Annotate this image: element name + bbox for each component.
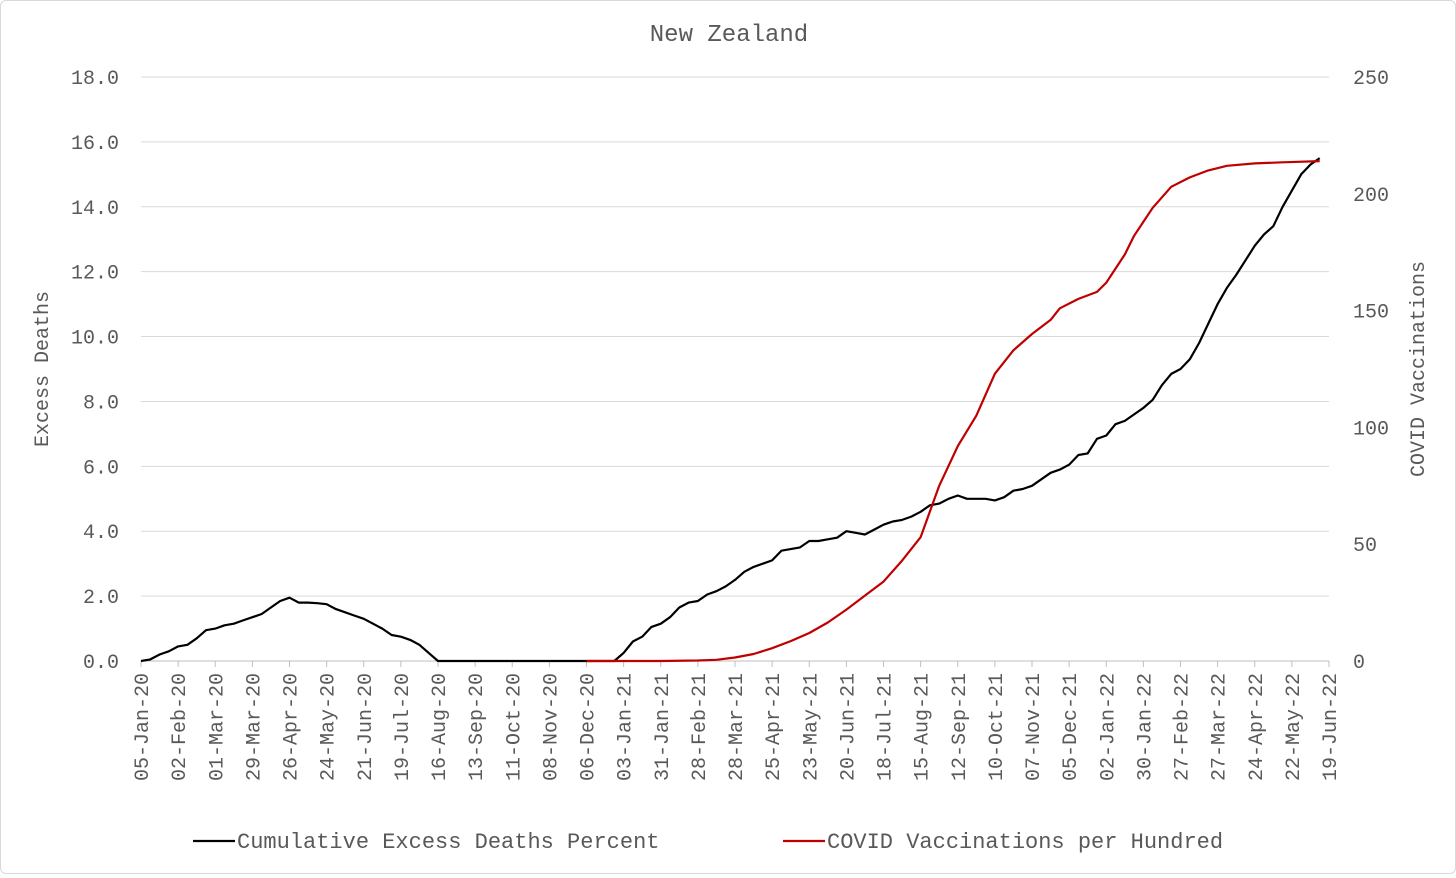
x-tick-label: 05-Jan-20 (132, 673, 155, 781)
x-tick-label: 05-Dec-21 (1060, 673, 1083, 781)
y2-tick-label: 150 (1353, 302, 1389, 325)
x-tick-label: 27-Feb-22 (1172, 673, 1195, 781)
vaccinations-line (586, 160, 1320, 663)
y-tick-label: 12.0 (71, 263, 119, 286)
y2-tick-label: 100 (1353, 418, 1389, 441)
y2-axis-label: COVID Vaccinations (1408, 261, 1431, 477)
x-tick-label: 19-Jun-22 (1320, 673, 1343, 781)
x-tick-label: 06-Dec-20 (578, 673, 601, 781)
x-tick-label: 15-Aug-21 (912, 673, 935, 781)
x-tick-label: 02-Feb-20 (169, 673, 192, 781)
x-tick-label: 23-May-21 (800, 673, 823, 781)
y-tick-label: 14.0 (71, 198, 119, 221)
x-tick-label: 01-Mar-20 (206, 673, 229, 781)
x-tick-label: 22-May-22 (1283, 673, 1306, 781)
y2-tick-label: 250 (1353, 68, 1389, 91)
x-tick-label: 12-Sep-21 (949, 673, 972, 781)
y-tick-label: 10.0 (71, 328, 119, 351)
legend-label: Cumulative Excess Deaths Percent (237, 830, 659, 855)
x-tick-label: 11-Oct-20 (503, 673, 526, 781)
x-tick-label: 21-Jun-20 (355, 673, 378, 781)
y2-tick-label: 50 (1353, 535, 1377, 558)
y-tick-label: 6.0 (83, 457, 119, 480)
x-tick-label: 18-Jul-21 (875, 673, 898, 781)
y-tick-label: 16.0 (71, 133, 119, 156)
x-tick-label: 30-Jan-22 (1134, 673, 1157, 781)
legend-label: COVID Vaccinations per Hundred (827, 830, 1223, 855)
chart-title: New Zealand (650, 22, 808, 49)
x-tick-label: 28-Mar-21 (726, 673, 749, 781)
x-tick-label: 08-Nov-20 (540, 673, 563, 781)
x-tick-label: 16-Aug-20 (429, 673, 452, 781)
x-tick-label: 31-Jan-21 (652, 673, 675, 781)
y-axis-label: Excess Deaths (32, 291, 55, 447)
x-tick-label: 02-Jan-22 (1097, 673, 1120, 781)
x-tick-label: 25-Apr-21 (763, 673, 786, 781)
axes: 0.0 2.0 4.0 6.0 8.0 10.0 12.0 14.0 16.0 18.0 0 50 10… (71, 68, 1389, 781)
x-tick-label: 03-Jan-21 (615, 673, 638, 781)
x-tick-label: 07-Nov-21 (1023, 673, 1046, 781)
x-tick-label: 13-Sep-20 (466, 673, 489, 781)
y-tick-label: 8.0 (83, 392, 119, 415)
x-tick-label: 24-Apr-22 (1246, 673, 1269, 781)
gridlines (141, 76, 1329, 597)
y2-tick-label: 0 (1353, 652, 1365, 675)
x-tick-label: 26-Apr-20 (281, 673, 304, 781)
legend: Cumulative Excess Deaths Percent COVID Va… (193, 830, 1223, 855)
x-tick-label: 10-Oct-21 (986, 673, 1009, 781)
y-tick-label: 2.0 (83, 587, 119, 610)
y2-tick-label: 200 (1353, 185, 1389, 208)
x-tick-label: 20-Jun-21 (837, 673, 860, 781)
excess-deaths-line (140, 157, 1321, 663)
x-tick-label: 28-Feb-21 (689, 673, 712, 781)
y-tick-label: 0.0 (83, 652, 119, 675)
x-tick-label: 24-May-20 (318, 673, 341, 781)
x-tick-label: 19-Jul-20 (392, 673, 415, 781)
y-tick-label: 4.0 (83, 522, 119, 545)
series-lines (140, 157, 1321, 663)
x-tick-label: 27-Mar-22 (1209, 673, 1232, 781)
y-tick-label: 18.0 (71, 68, 119, 91)
x-tick-label: 29-Mar-20 (243, 673, 266, 781)
